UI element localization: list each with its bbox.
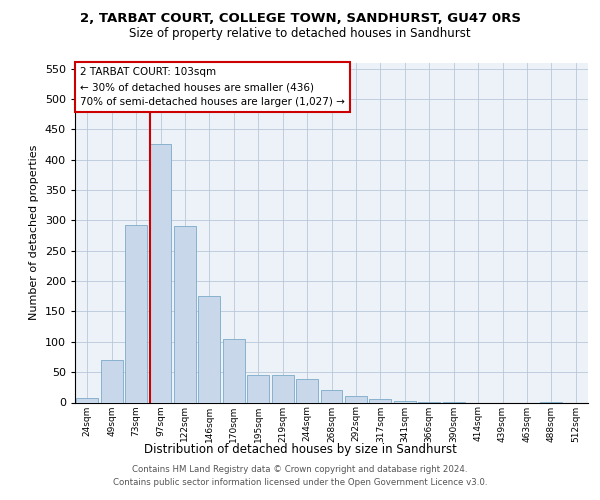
Bar: [296, 380, 318, 402]
Bar: [149, 144, 172, 402]
Text: 2, TARBAT COURT, COLLEGE TOWN, SANDHURST, GU47 0RS: 2, TARBAT COURT, COLLEGE TOWN, SANDHURST…: [79, 12, 521, 26]
Bar: [174, 226, 196, 402]
Bar: [272, 375, 293, 402]
Bar: [199, 296, 220, 403]
Bar: [345, 396, 367, 402]
Y-axis label: Number of detached properties: Number of detached properties: [29, 145, 39, 320]
Bar: [76, 398, 98, 402]
Text: Contains HM Land Registry data © Crown copyright and database right 2024.
Contai: Contains HM Land Registry data © Crown c…: [113, 466, 487, 487]
Bar: [223, 339, 245, 402]
Text: 2 TARBAT COURT: 103sqm
← 30% of detached houses are smaller (436)
70% of semi-de: 2 TARBAT COURT: 103sqm ← 30% of detached…: [80, 68, 345, 107]
Text: Distribution of detached houses by size in Sandhurst: Distribution of detached houses by size …: [143, 442, 457, 456]
Bar: [370, 400, 391, 402]
Bar: [320, 390, 343, 402]
Bar: [125, 224, 147, 402]
Text: Size of property relative to detached houses in Sandhurst: Size of property relative to detached ho…: [129, 28, 471, 40]
Bar: [101, 360, 122, 403]
Bar: [247, 375, 269, 402]
